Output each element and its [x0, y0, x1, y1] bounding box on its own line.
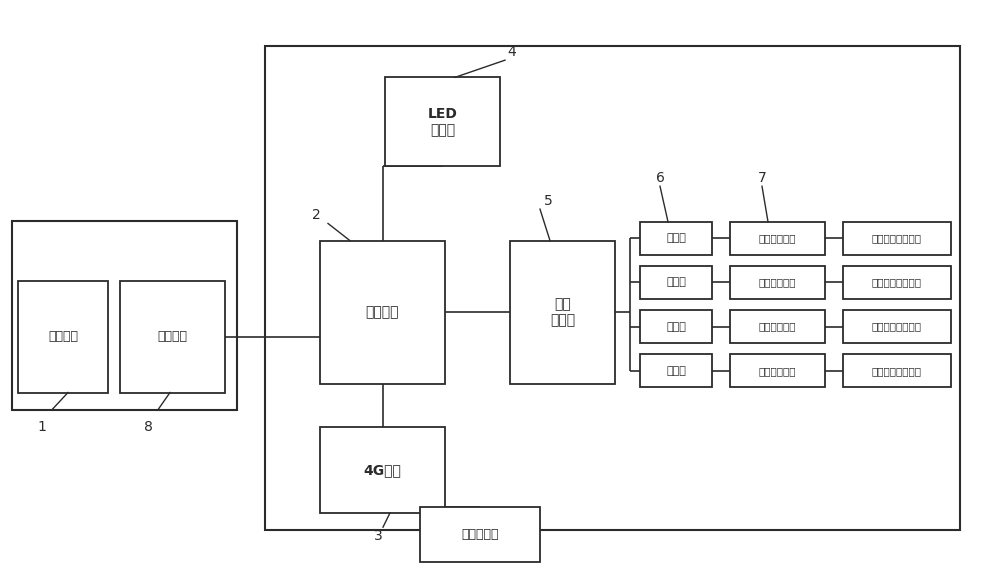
Bar — [730, 310, 825, 343]
Bar — [18, 281, 108, 393]
Text: 匹配器: 匹配器 — [666, 366, 686, 376]
Bar — [320, 241, 445, 384]
Text: 电力抄表采集设备: 电力抄表采集设备 — [872, 321, 922, 332]
Text: 匹配器: 匹配器 — [666, 321, 686, 332]
Text: 匹配器: 匹配器 — [666, 233, 686, 244]
Text: 光电转换模块: 光电转换模块 — [759, 233, 796, 244]
Text: 光电转换模块: 光电转换模块 — [759, 366, 796, 376]
Text: 电力抄表采集设备: 电力抄表采集设备 — [872, 233, 922, 244]
Bar — [12, 221, 237, 410]
Text: 4G模块: 4G模块 — [364, 463, 401, 477]
Bar — [265, 46, 960, 530]
Text: 8: 8 — [144, 420, 152, 434]
Text: 匹配器: 匹配器 — [666, 277, 686, 288]
Text: 电源模块: 电源模块 — [48, 330, 78, 343]
Bar — [420, 507, 540, 562]
Bar — [843, 310, 951, 343]
Bar — [843, 354, 951, 387]
Text: 5: 5 — [544, 194, 552, 207]
Bar — [640, 222, 712, 255]
Bar — [730, 354, 825, 387]
Bar — [843, 222, 951, 255]
Text: 差分
接收器: 差分 接收器 — [550, 297, 575, 327]
Text: 3: 3 — [374, 529, 382, 543]
Text: 光电转换模块: 光电转换模块 — [759, 277, 796, 288]
Text: 2: 2 — [312, 208, 320, 222]
Text: 保护电路: 保护电路 — [158, 330, 188, 343]
Text: 4: 4 — [508, 45, 516, 58]
Text: 电力抄表采集设备: 电力抄表采集设备 — [872, 277, 922, 288]
Text: 主控模块: 主控模块 — [366, 305, 399, 319]
Text: 光电转换模块: 光电转换模块 — [759, 321, 796, 332]
Bar — [120, 281, 225, 393]
Text: 远程服务器: 远程服务器 — [461, 528, 499, 541]
Bar — [730, 222, 825, 255]
Text: 1: 1 — [38, 420, 46, 434]
Bar — [385, 77, 500, 166]
Bar — [640, 310, 712, 343]
Bar — [640, 266, 712, 299]
Bar — [843, 266, 951, 299]
Text: LED
指示灯: LED 指示灯 — [428, 107, 457, 137]
Text: 7: 7 — [758, 171, 766, 185]
Bar — [510, 241, 615, 384]
Bar — [320, 427, 445, 513]
Bar — [640, 354, 712, 387]
Text: 电力抄表采集设备: 电力抄表采集设备 — [872, 366, 922, 376]
Text: 6: 6 — [656, 171, 664, 185]
Bar — [730, 266, 825, 299]
